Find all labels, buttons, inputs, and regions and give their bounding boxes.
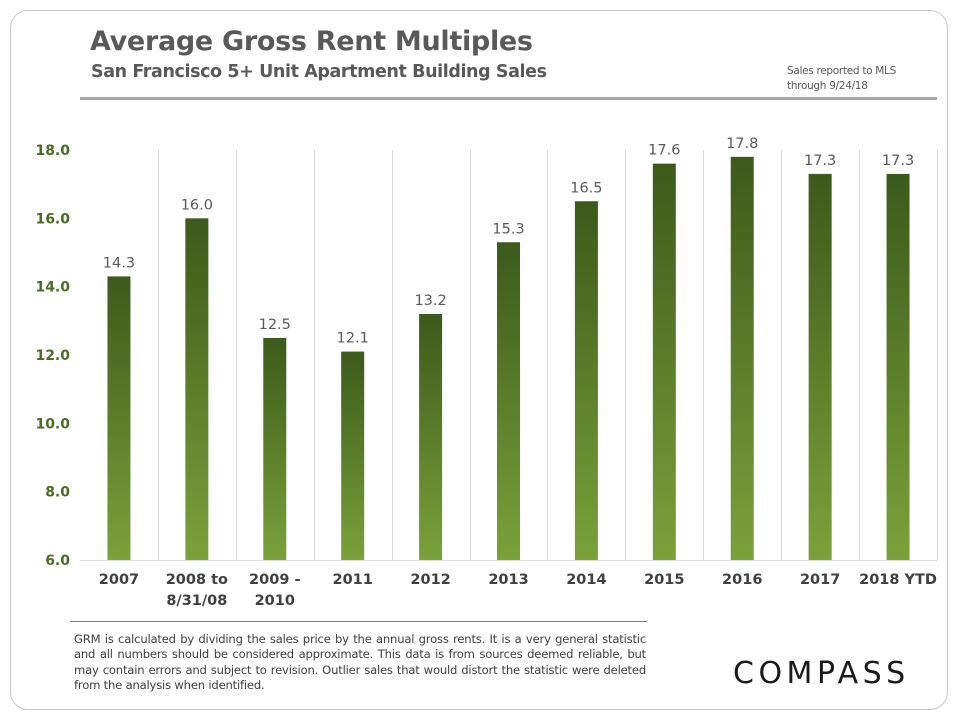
bar — [419, 314, 443, 560]
bar — [107, 276, 131, 560]
x-tick-label: 2008 to 8/31/08 — [166, 572, 228, 609]
y-tick-label: 14.0 — [35, 280, 70, 296]
x-tick-label: 2013 — [488, 572, 528, 588]
data-label: 14.3 — [103, 255, 135, 271]
bar — [808, 173, 832, 560]
data-label: 17.3 — [804, 153, 836, 169]
compass-logo: COMPASS — [733, 656, 910, 691]
x-tick-label: 2007 — [99, 572, 139, 588]
y-tick-label: 6.0 — [45, 553, 70, 569]
bar — [263, 337, 287, 560]
chart-subtitle: San Francisco 5+ Unit Apartment Building… — [91, 62, 547, 82]
x-tick-label: 2017 — [800, 572, 840, 588]
data-label: 16.0 — [181, 197, 213, 213]
data-label: 17.3 — [882, 153, 914, 169]
x-tick-label: 2016 — [722, 572, 762, 588]
data-label: 17.6 — [648, 143, 680, 159]
note-line-1: Sales reported to MLS — [787, 65, 896, 77]
x-tick-label: 2018 YTD — [859, 572, 937, 588]
footnote-text: GRM is calculated by dividing the sales … — [74, 632, 646, 692]
y-tick-label: 16.0 — [35, 211, 70, 227]
y-tick-label: 18.0 — [35, 143, 70, 159]
data-label: 17.8 — [726, 136, 758, 152]
bar — [497, 242, 520, 560]
chart-title: Average Gross Rent Multiples — [90, 26, 533, 57]
x-tick-label: 2009 -2010 — [249, 572, 300, 609]
x-tick-label: 2012 — [410, 572, 450, 588]
y-tick-label: 8.0 — [45, 485, 70, 501]
x-tick-label: 2015 — [644, 572, 684, 588]
data-label: 12.5 — [259, 317, 291, 333]
bar — [730, 156, 754, 561]
bar — [185, 218, 209, 561]
data-label: 16.5 — [570, 180, 602, 196]
x-tick-label: 2011 — [333, 572, 373, 588]
footnote-divider — [70, 621, 647, 622]
y-tick-label: 10.0 — [35, 416, 70, 432]
data-label: 15.3 — [492, 221, 524, 237]
header-divider — [80, 97, 937, 100]
note-line-2: through 9/24/18 — [787, 80, 868, 92]
x-tick-label: 2014 — [566, 572, 606, 588]
bar — [886, 173, 910, 560]
data-label: 12.1 — [337, 331, 369, 347]
bar — [652, 163, 676, 560]
bar — [341, 351, 365, 560]
data-source-note: Sales reported to MLS through 9/24/18 — [787, 64, 896, 94]
y-tick-label: 12.0 — [35, 348, 70, 364]
bar — [574, 201, 598, 560]
data-label: 13.2 — [414, 293, 446, 309]
chart-frame — [10, 10, 948, 710]
